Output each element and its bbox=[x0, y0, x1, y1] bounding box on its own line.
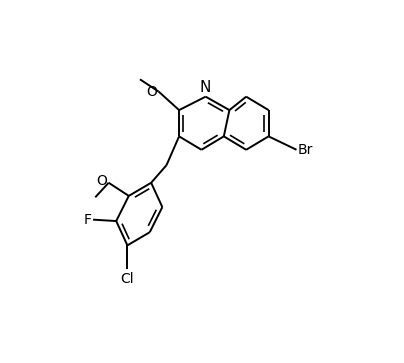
Text: F: F bbox=[84, 213, 92, 227]
Text: Br: Br bbox=[298, 143, 313, 157]
Text: Cl: Cl bbox=[120, 272, 134, 286]
Text: N: N bbox=[200, 80, 211, 95]
Text: O: O bbox=[146, 85, 157, 99]
Text: O: O bbox=[97, 174, 107, 188]
